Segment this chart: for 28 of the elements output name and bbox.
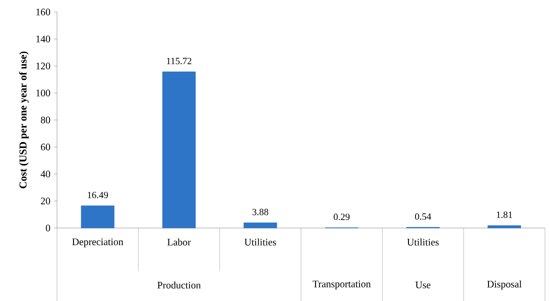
text: Production bbox=[157, 281, 201, 288]
y-tick-label: 80 bbox=[40, 116, 50, 124]
data-label: 16.49 bbox=[88, 192, 108, 198]
x-tick-label: Utilities bbox=[407, 238, 439, 246]
data-label: 1.81 bbox=[496, 212, 512, 218]
bar bbox=[80, 206, 114, 228]
y-tick-label: 0 bbox=[46, 224, 50, 232]
y-axis-title: Cost (USD per one year of use) bbox=[19, 52, 29, 188]
data-label: 115.72 bbox=[166, 58, 192, 64]
bar bbox=[162, 72, 196, 228]
y-tick-label: 100 bbox=[36, 90, 50, 96]
y-tick-label: 160 bbox=[36, 8, 50, 16]
data-label: 0.54 bbox=[415, 213, 432, 220]
text: Transportation bbox=[312, 280, 371, 290]
bar bbox=[488, 225, 522, 228]
y-tick-label: 40 bbox=[40, 170, 50, 178]
text: Disposal bbox=[487, 280, 522, 290]
x-tick-label: Labor bbox=[167, 238, 191, 246]
y-tick-label: 120 bbox=[36, 62, 50, 70]
x-tick-label: Depreciation bbox=[72, 238, 124, 248]
data-label: 3.88 bbox=[252, 208, 268, 216]
bar bbox=[244, 222, 278, 228]
data-label: 0.29 bbox=[334, 214, 350, 220]
y-tick-label: 140 bbox=[36, 36, 50, 42]
y-tick-label: 20 bbox=[40, 198, 50, 204]
text: Use bbox=[415, 282, 430, 288]
y-tick-label: 60 bbox=[40, 144, 50, 150]
x-tick-label: Utilities bbox=[244, 238, 276, 246]
